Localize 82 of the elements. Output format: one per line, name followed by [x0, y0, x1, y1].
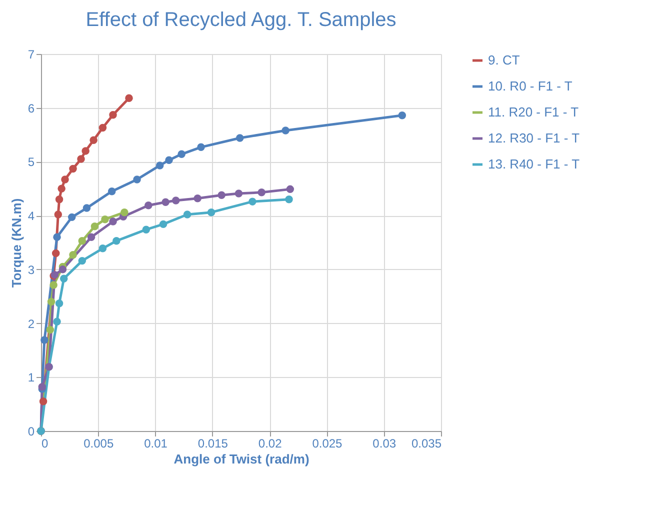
point — [178, 150, 186, 158]
point — [236, 134, 244, 142]
point — [197, 143, 205, 152]
point — [39, 398, 48, 406]
point — [54, 210, 62, 218]
point — [69, 164, 77, 173]
point — [40, 336, 48, 344]
point — [248, 198, 256, 206]
x-tick-label: 0.025 — [312, 436, 343, 450]
point — [78, 256, 86, 265]
point — [98, 244, 107, 252]
point — [282, 126, 290, 134]
point — [68, 213, 76, 222]
legend-label: 10. R0 - F1 - T — [488, 78, 572, 94]
point — [87, 233, 96, 241]
point — [55, 196, 64, 204]
y-tick-label: 3 — [28, 262, 35, 277]
y-tick-label: 7 — [28, 48, 35, 62]
point — [144, 201, 152, 210]
point — [46, 326, 54, 334]
x-tick-label: 0.035 — [411, 436, 442, 450]
y-tick-label: 6 — [28, 101, 35, 116]
chart-title: Effect of Recycled Agg. T. Samples — [86, 9, 396, 31]
point — [398, 112, 406, 120]
x-tick-label: 0.015 — [198, 436, 228, 450]
point — [82, 204, 91, 212]
point — [125, 94, 133, 102]
point — [112, 237, 120, 245]
point — [194, 194, 202, 202]
point — [52, 249, 60, 258]
point — [101, 215, 109, 224]
y-tick-label: 5 — [28, 155, 35, 170]
point — [286, 185, 294, 194]
x-tick-label: 0.02 — [258, 436, 282, 450]
point — [55, 299, 64, 308]
point — [78, 237, 86, 245]
point — [133, 176, 141, 184]
point — [50, 281, 58, 289]
point — [159, 220, 168, 228]
point — [38, 382, 46, 391]
point — [207, 208, 216, 216]
x-tick-label: 0.03 — [372, 436, 396, 450]
y-tick-label: 0 — [28, 424, 35, 438]
legend-label: 11. R20 - F1 - T — [488, 104, 579, 120]
point — [120, 208, 128, 216]
point — [53, 318, 61, 326]
x-tick-label: 0.005 — [84, 436, 114, 450]
point — [61, 176, 69, 184]
x-tick-label: 0.01 — [144, 436, 168, 450]
point — [90, 222, 99, 230]
point — [60, 274, 68, 282]
point — [218, 191, 226, 199]
x-tick-label: 0 — [42, 436, 48, 450]
x-axis-title: Angle of Twist (rad/m) — [174, 452, 310, 466]
point — [162, 198, 170, 206]
point — [172, 196, 180, 204]
y-axis-title: Torque (KN.m) — [8, 198, 24, 288]
point — [109, 110, 117, 119]
point — [58, 266, 67, 274]
point — [142, 226, 150, 234]
point — [156, 162, 164, 170]
point — [285, 196, 293, 204]
point — [258, 188, 266, 196]
point — [108, 187, 116, 196]
point — [109, 218, 117, 226]
point — [53, 233, 61, 241]
point — [183, 210, 192, 218]
legend-label: 13. R40 - F1 - T — [488, 156, 580, 172]
point — [82, 147, 90, 155]
point — [98, 124, 107, 132]
point — [165, 156, 173, 164]
point — [90, 136, 98, 144]
point — [58, 184, 66, 193]
point — [77, 155, 85, 163]
legend-label: 9. CT — [488, 52, 520, 68]
point — [69, 251, 77, 259]
y-tick-label: 4 — [28, 209, 35, 224]
point — [47, 298, 56, 306]
y-tick-label: 2 — [28, 316, 35, 331]
point — [234, 190, 243, 198]
y-tick-label: 1 — [28, 370, 35, 385]
legend-label: 12. R30 - F1 - T — [488, 130, 580, 146]
